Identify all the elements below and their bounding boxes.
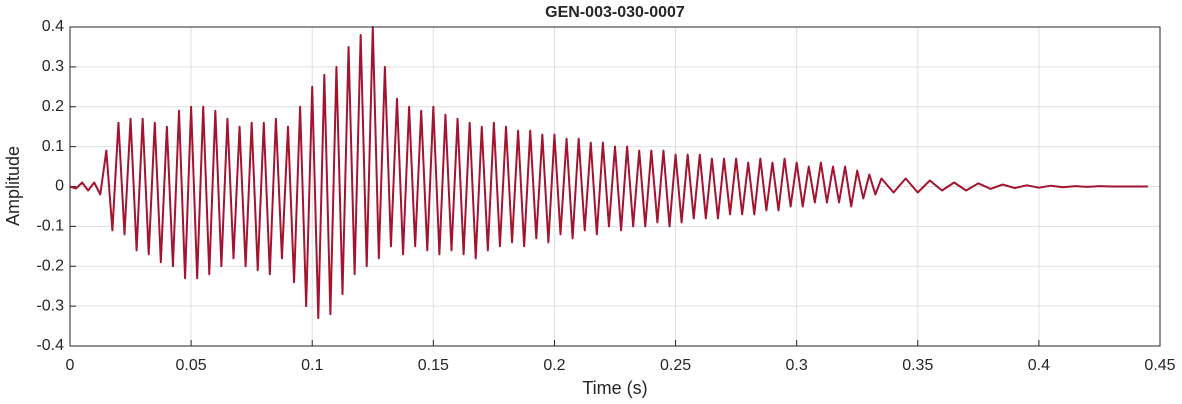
y-axis-label: Amplitude [3,146,23,226]
x-axis-label: Time (s) [582,378,647,398]
y-tick-label: -0.4 [36,337,64,354]
y-tick-label: -0.2 [36,257,64,274]
y-tick-label: 0.3 [42,58,64,75]
plot-frame [69,26,1161,347]
x-tick-label: 0.05 [176,357,207,374]
x-tick-label: 0.2 [543,357,565,374]
x-tick-label: 0.1 [301,357,323,374]
x-tick-label: 0 [66,357,75,374]
y-tick-label: 0.2 [42,98,64,115]
y-tick-label: 0 [55,178,64,195]
y-tick-label: -0.1 [36,218,64,235]
x-tick-label: 0.15 [418,357,449,374]
x-tick-label: 0.35 [902,357,933,374]
y-tick-label: 0.1 [42,138,64,155]
y-tick-label: -0.3 [36,297,64,314]
waveform-line [69,26,1148,320]
y-tick-label: 0.4 [42,18,64,35]
x-tick-label: 0.25 [660,357,691,374]
x-tick-label: 0.45 [1144,357,1175,374]
x-tick-label: 0.3 [786,357,808,374]
chart-title: GEN-003-030-0007 [545,4,685,21]
x-tick-label: 0.4 [1028,357,1050,374]
